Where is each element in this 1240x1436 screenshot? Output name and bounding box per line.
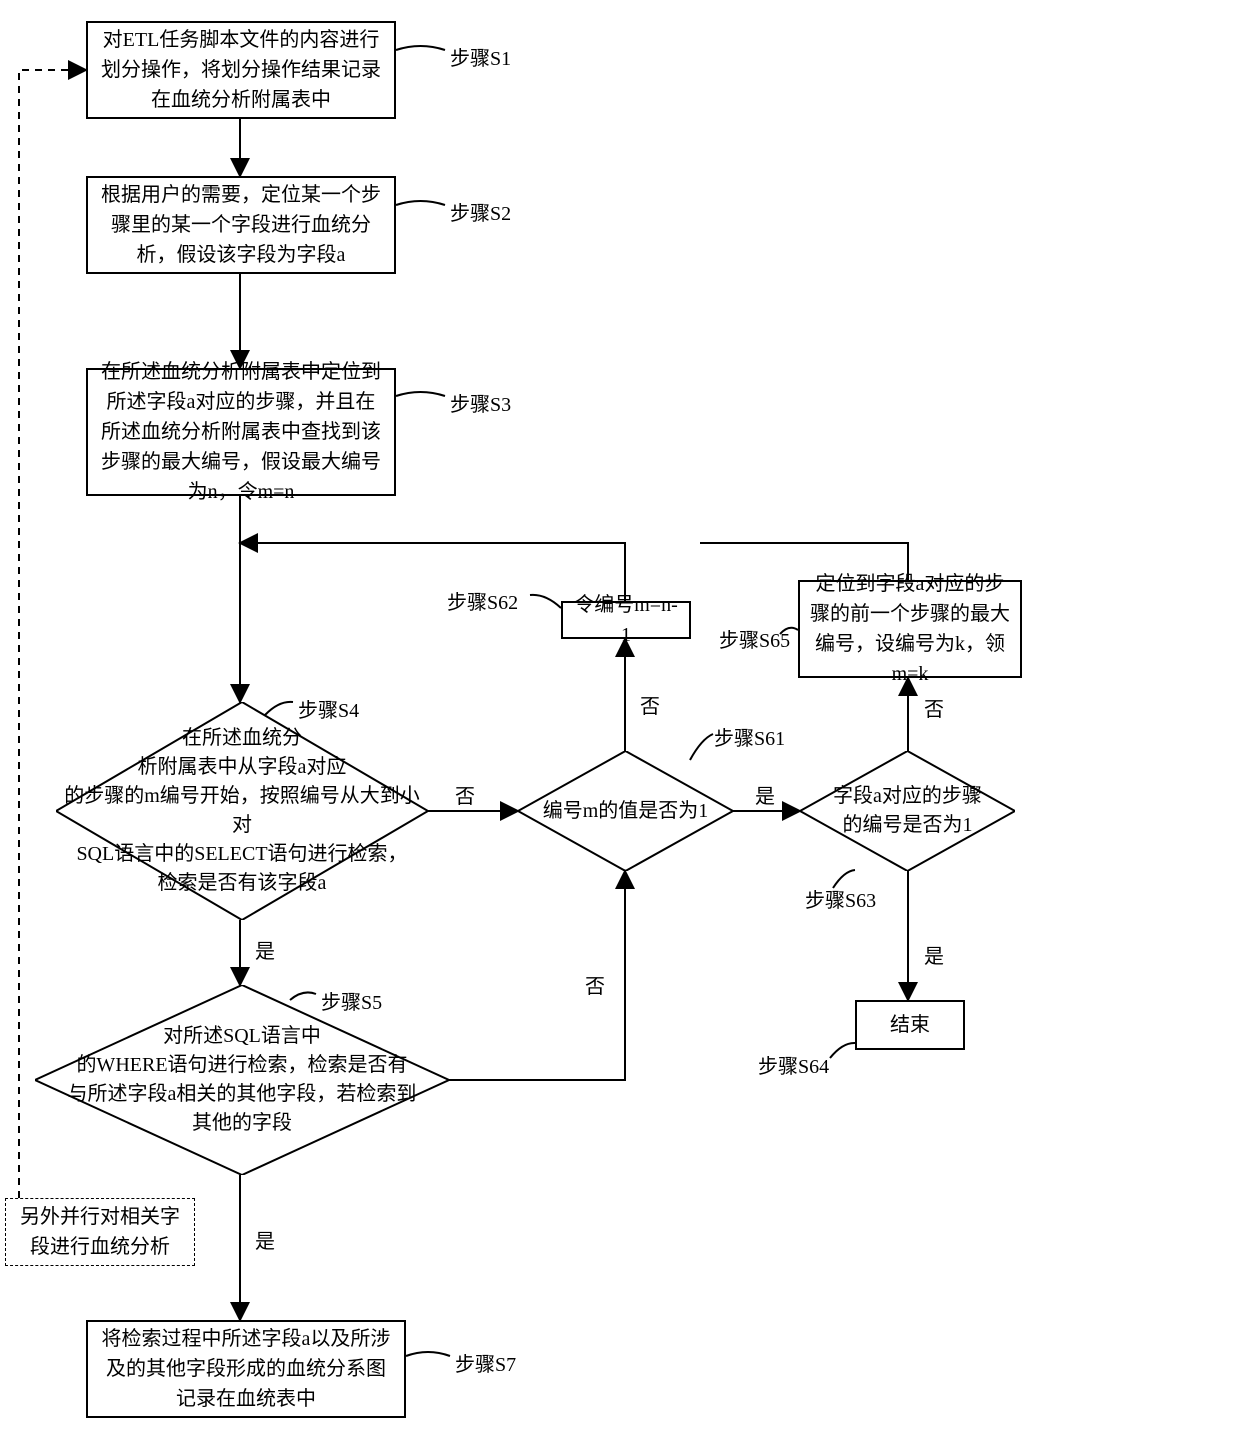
s3-label: 步骤S3	[450, 388, 511, 417]
step-s61: 编号m的值是否为1	[518, 751, 733, 871]
text: 编号m的值是否为1	[543, 797, 709, 826]
step-s2: 根据用户的需要，定位某一个步骤里的某一个字段进行血统分析，假设该字段为字段a	[86, 176, 396, 274]
text: 在所述血统分析附属表中定位到所述字段a对应的步骤，并且在所述血统分析附属表中查找…	[98, 357, 384, 507]
text: 将检索过程中所述字段a以及所涉及的其他字段形成的血统分系图记录在血统表中	[98, 1324, 394, 1414]
text: 根据用户的需要，定位某一个步骤里的某一个字段进行血统分析，假设该字段为字段a	[98, 180, 384, 270]
text: 令编号m=n-1	[573, 590, 679, 650]
s5-label: 步骤S5	[321, 986, 382, 1015]
s4-no: 否	[455, 780, 475, 809]
step-s64: 结束	[855, 1000, 965, 1050]
s61-yes: 是	[755, 780, 775, 809]
text: 另外并行对相关字段进行血统分析	[12, 1202, 188, 1262]
text: 在所述血统分析附属表中从字段a对应的步骤的m编号开始，按照编号从大到小对SQL语…	[60, 724, 424, 898]
step-s1: 对ETL任务脚本文件的内容进行划分操作，将划分操作结果记录在血统分析附属表中	[86, 21, 396, 119]
dashed-note: 另外并行对相关字段进行血统分析	[5, 1198, 195, 1266]
s1-label: 步骤S1	[450, 42, 511, 71]
s62-label: 步骤S62	[447, 586, 518, 615]
s4-yes: 是	[255, 935, 275, 964]
text: 结束	[890, 1010, 930, 1040]
s65-label: 步骤S65	[719, 624, 790, 653]
step-s7: 将检索过程中所述字段a以及所涉及的其他字段形成的血统分系图记录在血统表中	[86, 1320, 406, 1418]
s63-no: 否	[924, 693, 944, 722]
text: 对ETL任务脚本文件的内容进行划分操作，将划分操作结果记录在血统分析附属表中	[98, 25, 384, 115]
s5-yes: 是	[255, 1225, 275, 1254]
s64-label: 步骤S64	[758, 1050, 829, 1079]
s2-label: 步骤S2	[450, 197, 511, 226]
step-s4: 在所述血统分析附属表中从字段a对应的步骤的m编号开始，按照编号从大到小对SQL语…	[56, 702, 428, 920]
s7-label: 步骤S7	[455, 1348, 516, 1377]
s63-label: 步骤S63	[805, 884, 876, 913]
step-s3: 在所述血统分析附属表中定位到所述字段a对应的步骤，并且在所述血统分析附属表中查找…	[86, 368, 396, 496]
text: 字段a对应的步骤的编号是否为1	[833, 782, 982, 840]
text: 对所述SQL语言中的WHERE语句进行检索，检索是否有与所述字段a相关的其他字段…	[68, 1022, 417, 1138]
s61-no: 否	[640, 690, 660, 719]
s63-yes: 是	[924, 940, 944, 969]
s4-label: 步骤S4	[298, 694, 359, 723]
step-s62: 令编号m=n-1	[561, 601, 691, 639]
s61-label: 步骤S61	[714, 722, 785, 751]
step-s65: 定位到字段a对应的步骤的前一个步骤的最大编号，设编号为k，领m=k	[798, 580, 1022, 678]
s5-no: 否	[585, 970, 605, 999]
text: 定位到字段a对应的步骤的前一个步骤的最大编号，设编号为k，领m=k	[810, 569, 1010, 689]
step-s63: 字段a对应的步骤的编号是否为1	[800, 751, 1015, 871]
step-s5: 对所述SQL语言中的WHERE语句进行检索，检索是否有与所述字段a相关的其他字段…	[35, 985, 449, 1175]
